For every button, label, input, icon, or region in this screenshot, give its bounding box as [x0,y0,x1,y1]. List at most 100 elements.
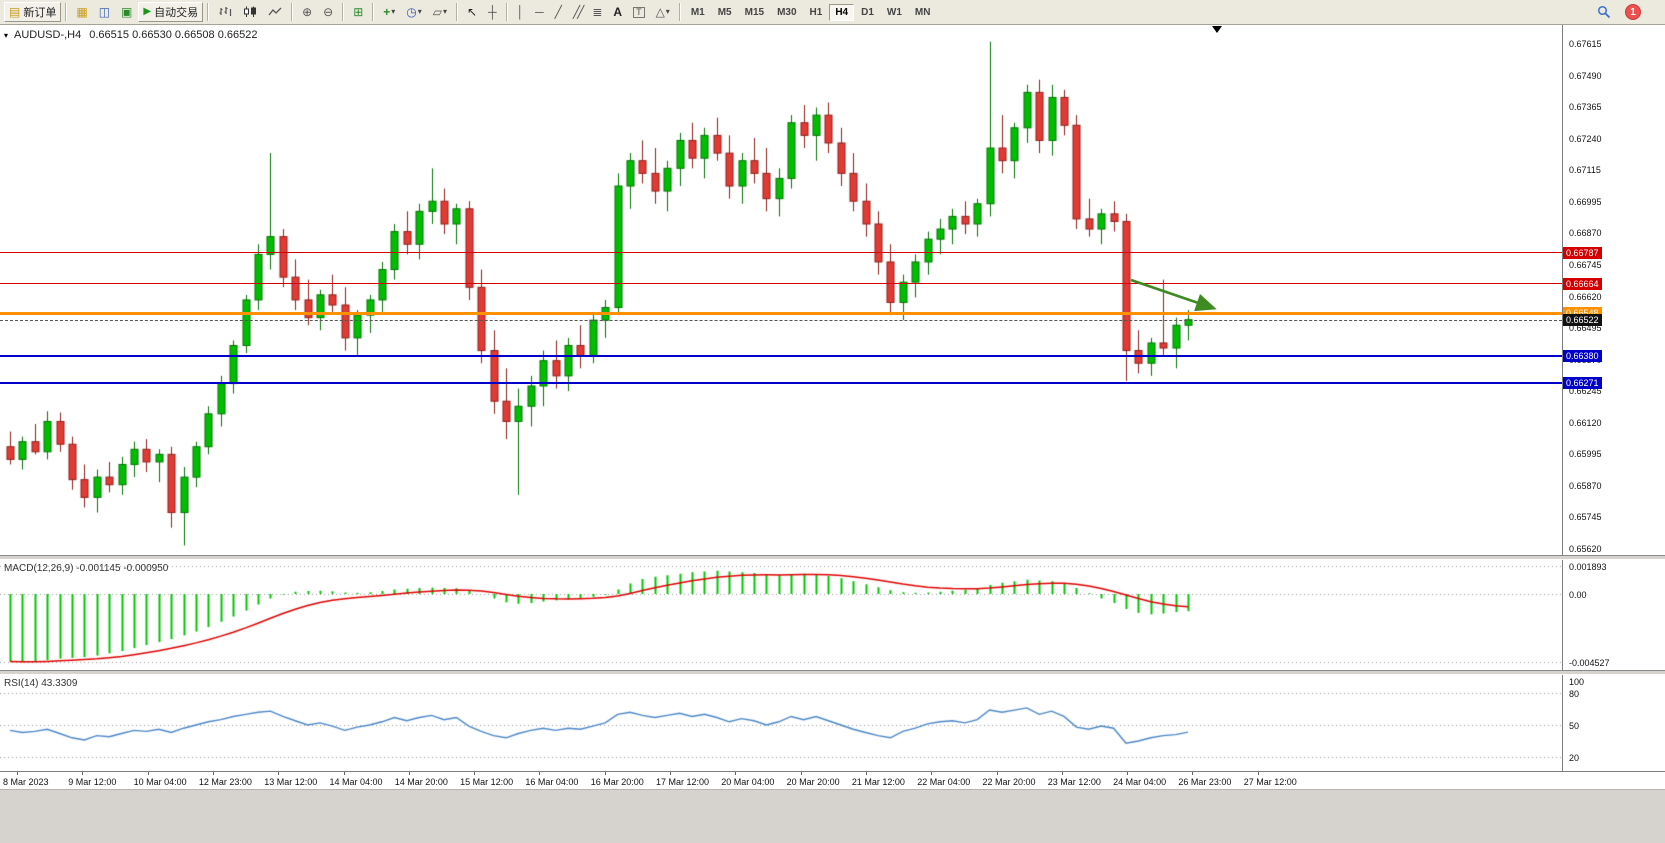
current-price-badge: 0.66522 [1563,313,1602,326]
trend-arrow[interactable] [1125,268,1235,328]
price-axis[interactable]: 0.67615 0.67490 0.67365 0.67240 0.67115 0.669… [1562,25,1665,555]
support-1-line[interactable] [0,354,1562,357]
time-axis-tick [474,772,476,775]
time-axis-tick [931,772,933,775]
time-axis-tick [343,772,345,775]
line-chart-button[interactable] [263,2,287,22]
timeframe-d1-button[interactable]: D1 [855,4,880,21]
terminal-button[interactable]: ▣ [116,2,137,22]
timeframe-m1-button[interactable]: M1 [685,4,711,21]
time-axis-tick [278,772,280,775]
text-button[interactable]: A [608,2,627,22]
timeframe-m30-button[interactable]: M30 [771,4,802,21]
candlestick-chart-icon [244,6,257,17]
vertical-line-icon: │ [516,5,525,19]
market-watch-icon: ▦ [76,5,88,19]
cursor-button[interactable]: ↖ [462,2,482,22]
navigator-button[interactable]: ◫ [94,2,115,22]
search-button[interactable] [1592,2,1616,22]
trendline-button[interactable]: ╱ [550,2,567,22]
support-2-badge: 0.66271 [1563,377,1602,390]
time-axis-tick [1192,772,1194,775]
time-axis-label: 23 Mar 12:00 [1047,777,1101,787]
shapes-button[interactable]: △ ▾ [651,2,675,22]
fibonacci-button[interactable]: ≣ [587,2,607,22]
time-axis[interactable]: 8 Mar 2023 9 Mar 12:00 10 Mar 04:00 12 Mar … [0,771,1665,789]
price-axis-label: 0.65995 [1569,449,1602,460]
panel-splitter[interactable] [0,670,1665,675]
channel-button[interactable]: ╱╱ [568,2,586,22]
time-axis-label: 13 Mar 12:00 [264,777,318,787]
horizontal-line-button[interactable]: ─ [530,2,549,22]
rsi-plot[interactable]: RSI(14) 43.3309 [0,675,1562,771]
toolbar-separator [207,3,210,21]
chevron-down-icon: ▾ [391,7,396,16]
templates-button[interactable]: ▱ ▾ [428,2,452,22]
vertical-line-button[interactable]: │ [512,2,530,22]
notification-badge[interactable]: 1 [1625,4,1641,20]
price-axis-label: 0.66620 [1569,291,1602,302]
macd-name: MACD(12,26,9) [4,563,74,574]
timeframe-w1-button[interactable]: W1 [881,4,908,21]
time-axis-tick [1061,772,1063,775]
text-label-button[interactable]: T [628,2,650,22]
timeframe-m15-button[interactable]: M15 [739,4,770,21]
timeframe-m5-button[interactable]: M5 [712,4,738,21]
timeframe-h4-button[interactable]: H4 [829,3,855,21]
macd-canvas[interactable] [0,560,1562,670]
market-watch-button[interactable]: ▦ [71,2,92,22]
rsi-axis[interactable]: 100 80 50 20 [1562,675,1665,771]
indicators-button[interactable]: + ▾ [378,2,400,22]
macd-plot[interactable]: MACD(12,26,9) -0.001145 -0.000950 [0,560,1562,670]
add-indicator-icon: + [383,5,391,19]
toolbar-separator [342,3,345,21]
chevron-down-icon: ▾ [417,7,422,16]
tile-windows-button[interactable]: ⊞ [348,2,368,22]
zoom-out-button[interactable]: ⊖ [318,2,338,22]
price-axis-label: 0.65620 [1569,544,1602,554]
price-chart-panel: ▾ AUDUSD-,H4 0.66515 0.66530 0.66508 0.665… [0,25,1665,555]
bar-chart-button[interactable] [213,2,237,22]
tile-windows-icon: ⊞ [353,5,364,19]
time-axis-label: 15 Mar 12:00 [460,777,514,787]
chart-shift-marker[interactable] [1212,26,1222,33]
time-axis-tick [1257,772,1259,775]
candlestick-chart-button[interactable] [238,2,262,22]
timeframe-mn-button[interactable]: MN [909,4,937,21]
time-axis-label: 26 Mar 23:00 [1178,777,1232,787]
rsi-canvas[interactable] [0,675,1562,771]
window-background [0,789,1665,843]
zoom-in-icon: ⊕ [302,5,313,19]
resistance-1-line[interactable] [0,252,1562,254]
resistance-1-badge: 0.66787 [1563,246,1602,259]
support-2-line[interactable] [0,382,1562,385]
new-order-button[interactable]: ▤ 新订单 [4,2,62,22]
timeframe-h1-button[interactable]: H1 [804,4,829,21]
collapse-icon[interactable]: ▾ [4,31,9,40]
rsi-label: RSI(14) 43.3309 [4,678,77,689]
autotrading-button[interactable]: ▶ 自动交易 [138,2,204,22]
time-axis-label: 8 Mar 2023 [3,777,49,787]
periods-button[interactable]: ◷ ▾ [401,2,427,22]
price-chart-canvas[interactable] [0,25,1562,555]
time-axis-tick [604,772,606,775]
zoom-in-button[interactable]: ⊕ [297,2,317,22]
resistance-2-line[interactable] [0,283,1562,285]
pivot-line-line[interactable] [0,311,1562,315]
price-axis-label: 0.67115 [1569,165,1601,176]
text-icon: A [613,5,623,19]
time-axis-tick [212,772,214,775]
support-1-badge: 0.66380 [1563,349,1602,362]
price-chart-plot[interactable]: ▾ AUDUSD-,H4 0.66515 0.66530 0.66508 0.665… [0,25,1562,555]
current-price-line[interactable] [0,319,1562,321]
crosshair-button[interactable]: ┼ [483,2,502,22]
bar-chart-icon [219,7,232,16]
clock-icon: ◷ [406,5,417,19]
panel-splitter[interactable] [0,555,1665,560]
toolbar-separator [291,3,294,21]
macd-axis[interactable]: 0.001893 0.00 -0.004527 [1562,560,1665,670]
macd-axis-label: -0.004527 [1569,658,1610,668]
toolbar-separator [505,3,508,21]
template-icon: ▱ [432,5,443,19]
